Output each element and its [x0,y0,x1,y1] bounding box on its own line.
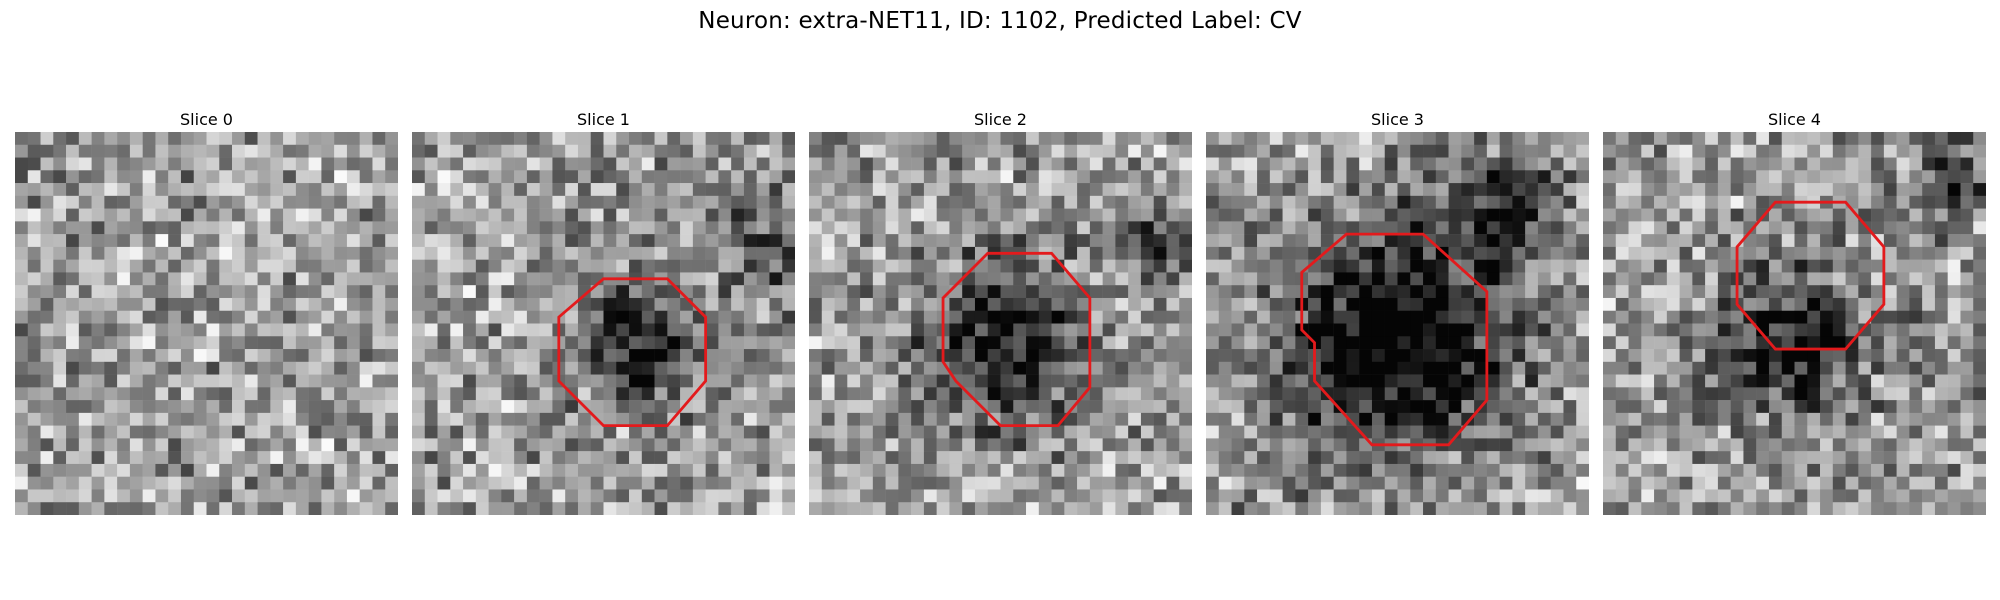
roi-outline [1735,200,1886,351]
slice-title-1: Slice 1 [577,110,630,129]
slice-title-3: Slice 3 [1371,110,1424,129]
slice-image-4 [1603,132,1986,515]
slice-panel-3: Slice 3 [1206,108,1589,515]
roi-outline [557,277,708,428]
slice-title-0: Slice 0 [180,110,233,129]
slice-image-0 [15,132,398,515]
roi-outline [1300,232,1489,447]
slice-image-1 [412,132,795,515]
slice-panel-4: Slice 4 [1603,108,1986,515]
slice-panel-2: Slice 2 [809,108,1192,515]
slice-image-3 [1206,132,1589,515]
figure-title: Neuron: extra-NET11, ID: 1102, Predicted… [698,8,1302,34]
slice-image-2 [809,132,1192,515]
roi-outline [941,251,1092,428]
slice-panel-1: Slice 1 [412,108,795,515]
slice-title-2: Slice 2 [974,110,1027,129]
slice-title-4: Slice 4 [1768,110,1821,129]
slice-panel-0: Slice 0 [15,108,398,515]
